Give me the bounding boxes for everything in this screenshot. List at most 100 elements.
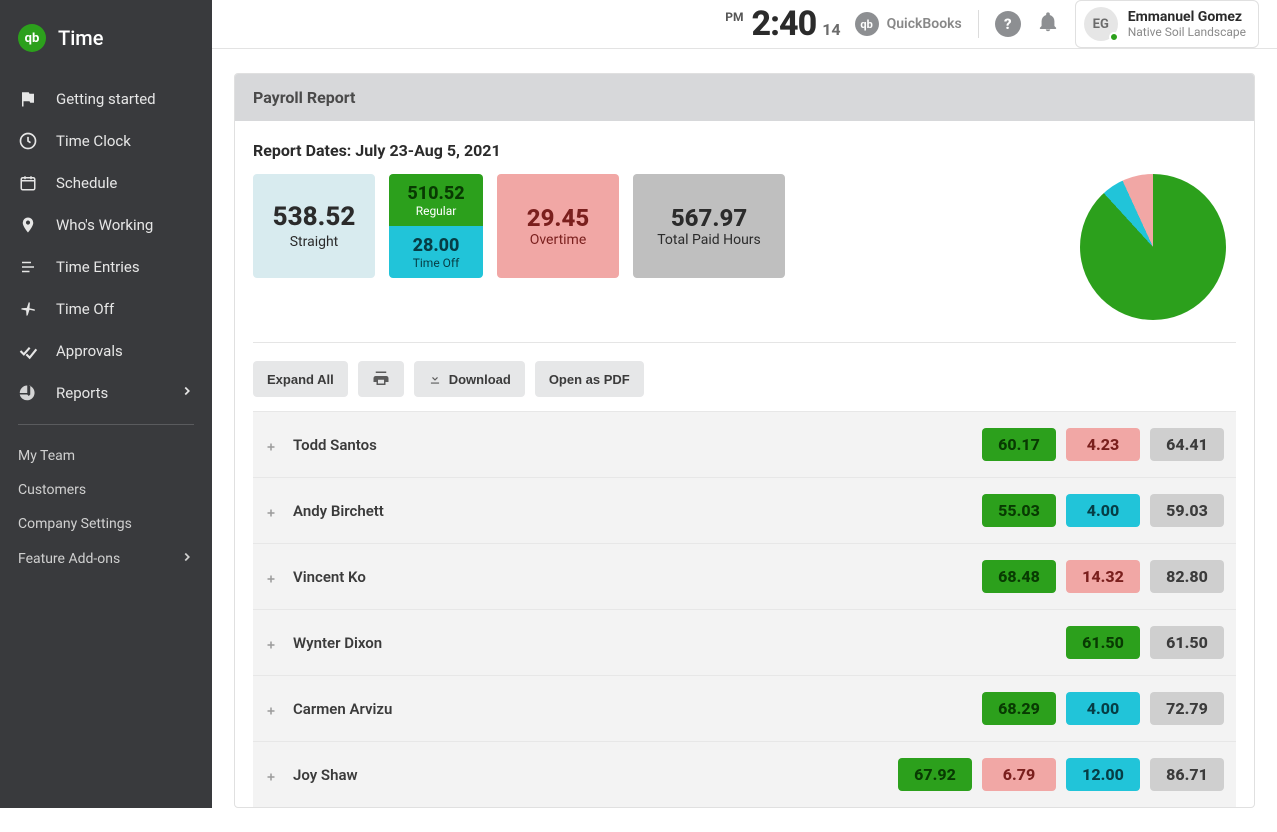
row-name: Joy Shaw bbox=[293, 766, 358, 784]
sidebar-item-getting-started[interactable]: Getting started bbox=[0, 78, 212, 120]
badge-regular: 68.48 bbox=[982, 560, 1056, 593]
sidebar-item-time-off[interactable]: Time Off bbox=[0, 288, 212, 330]
pie-chart bbox=[1080, 174, 1226, 320]
row-badges: 68.4814.3282.80 bbox=[982, 560, 1224, 593]
sidebar-item-who-s-working[interactable]: Who's Working bbox=[0, 204, 212, 246]
sidebar-item-label: Time Clock bbox=[56, 132, 131, 150]
plane-icon bbox=[18, 299, 38, 319]
row-badges: 68.29 4.00 72.79 bbox=[982, 692, 1224, 725]
report-rows: Todd Santos60.174.2364.41Andy Birchett55… bbox=[253, 411, 1236, 807]
sidebar-item-approvals[interactable]: Approvals bbox=[0, 330, 212, 372]
row-badges: 61.5061.50 bbox=[1066, 626, 1224, 659]
table-row: Carmen Arvizu68.294.0072.79 bbox=[253, 675, 1236, 741]
card-straight: 538.52 Straight bbox=[253, 174, 375, 278]
brand-label: Time bbox=[58, 26, 103, 50]
printer-icon bbox=[372, 370, 390, 388]
list-icon bbox=[18, 257, 38, 277]
table-row: Vincent Ko 68.4814.3282.80 bbox=[253, 543, 1236, 609]
card-regular-value: 510.52 bbox=[407, 183, 464, 204]
section-divider bbox=[253, 342, 1236, 343]
nav-secondary: My TeamCustomers Company Settings Feature … bbox=[0, 435, 212, 581]
badge-overtime: 4.23 bbox=[1066, 428, 1140, 461]
help-button[interactable]: ? bbox=[995, 11, 1021, 37]
quickbooks-label: QuickBooks bbox=[887, 16, 962, 32]
sidebar: qb Time Getting started Time Clock Schedul… bbox=[0, 0, 212, 808]
expand-row-button[interactable] bbox=[265, 438, 279, 452]
payroll-report-panel: Payroll Report Report Dates: July 23-Aug… bbox=[234, 73, 1255, 808]
user-menu[interactable]: EG Emmanuel Gomez Native Soil Landscape bbox=[1075, 0, 1259, 48]
bell-icon bbox=[1037, 11, 1059, 33]
download-button[interactable]: Download bbox=[414, 361, 525, 397]
badge-overtime: 6.79 bbox=[982, 758, 1056, 791]
badge-regular: 61.50 bbox=[1066, 626, 1140, 659]
report-toolbar: Expand All Download Open as PDF bbox=[253, 361, 1236, 397]
badge-total: 72.79 bbox=[1150, 692, 1224, 725]
sidebar-item-schedule[interactable]: Schedule bbox=[0, 162, 212, 204]
download-icon bbox=[428, 372, 442, 386]
sidebar-item-time-clock[interactable]: Time Clock bbox=[0, 120, 212, 162]
row-name: Vincent Ko bbox=[293, 568, 366, 586]
card-total-value: 567.97 bbox=[671, 204, 747, 232]
status-dot-icon bbox=[1109, 32, 1119, 42]
sidebar-item-label: Approvals bbox=[56, 342, 123, 360]
clock-time: 2:40 bbox=[752, 4, 817, 44]
badge-regular: 55.03 bbox=[982, 494, 1056, 527]
clock-ampm: PM bbox=[725, 10, 743, 24]
subnav-item-label: Company Settings bbox=[18, 516, 132, 532]
nav-divider bbox=[18, 424, 194, 425]
table-row: Todd Santos60.174.2364.41 bbox=[253, 411, 1236, 477]
expand-row-button[interactable] bbox=[265, 768, 279, 782]
row-name: Andy Birchett bbox=[293, 502, 384, 520]
clock: PM 2:40 14 bbox=[725, 4, 840, 44]
expand-row-button[interactable] bbox=[265, 504, 279, 518]
subnav-item-customers[interactable]: Customers bbox=[0, 473, 212, 507]
card-overtime-value: 29.45 bbox=[527, 204, 589, 232]
card-total: 567.97 Total Paid Hours bbox=[633, 174, 785, 278]
row-name: Wynter Dixon bbox=[293, 634, 382, 652]
divider bbox=[978, 10, 979, 38]
row-badges: 55.034.0059.03 bbox=[982, 494, 1224, 527]
badge-timeoff: 12.00 bbox=[1066, 758, 1140, 791]
calendar-icon bbox=[18, 173, 38, 193]
badge-timeoff: 4.00 bbox=[1066, 692, 1140, 725]
sidebar-item-time-entries[interactable]: Time Entries bbox=[0, 246, 212, 288]
expand-row-button[interactable] bbox=[265, 636, 279, 650]
sidebar-item-label: Schedule bbox=[56, 174, 117, 192]
card-timeoff-label: Time Off bbox=[413, 256, 460, 270]
expand-row-button[interactable] bbox=[265, 570, 279, 584]
badge-total: 86.71 bbox=[1150, 758, 1224, 791]
badge-regular: 68.29 bbox=[982, 692, 1056, 725]
subnav-item-feature-add-ons[interactable]: Feature Add-ons bbox=[0, 541, 212, 577]
sidebar-item-label: Who's Working bbox=[56, 216, 153, 234]
topbar: PM 2:40 14 qb QuickBooks ? EG bbox=[212, 0, 1277, 49]
panel-title: Payroll Report bbox=[235, 74, 1254, 121]
expand-row-button[interactable] bbox=[265, 702, 279, 716]
card-overtime: 29.45 Overtime bbox=[497, 174, 619, 278]
check-icon bbox=[18, 341, 38, 361]
badge-total: 64.41 bbox=[1150, 428, 1224, 461]
expand-all-button[interactable]: Expand All bbox=[253, 361, 348, 397]
pie-chart-container bbox=[1080, 174, 1236, 320]
print-button[interactable] bbox=[358, 361, 404, 397]
expand-all-label: Expand All bbox=[267, 372, 334, 387]
sidebar-item-label: Getting started bbox=[56, 90, 156, 108]
brand-logo-icon: qb bbox=[18, 24, 46, 52]
nav-primary: Getting started Time Clock Schedule Who's W… bbox=[0, 70, 212, 414]
badge-timeoff: 4.00 bbox=[1066, 494, 1140, 527]
clock-icon bbox=[18, 131, 38, 151]
sidebar-item-label: Reports bbox=[56, 384, 108, 402]
download-label: Download bbox=[449, 372, 511, 387]
subnav-item-company-settings[interactable]: Company Settings bbox=[0, 507, 212, 541]
pin-icon bbox=[18, 215, 38, 235]
sidebar-item-label: Time Entries bbox=[56, 258, 140, 276]
badge-total: 82.80 bbox=[1150, 560, 1224, 593]
card-straight-label: Straight bbox=[290, 234, 339, 250]
notifications-button[interactable] bbox=[1037, 11, 1059, 37]
clock-seconds: 14 bbox=[822, 20, 840, 39]
question-icon: ? bbox=[1004, 15, 1012, 33]
subnav-item-my-team[interactable]: My Team bbox=[0, 439, 212, 473]
brand: qb Time bbox=[0, 14, 212, 70]
sidebar-item-reports[interactable]: Reports bbox=[0, 372, 212, 414]
quickbooks-link[interactable]: qb QuickBooks bbox=[855, 12, 962, 36]
open-pdf-button[interactable]: Open as PDF bbox=[535, 361, 644, 397]
